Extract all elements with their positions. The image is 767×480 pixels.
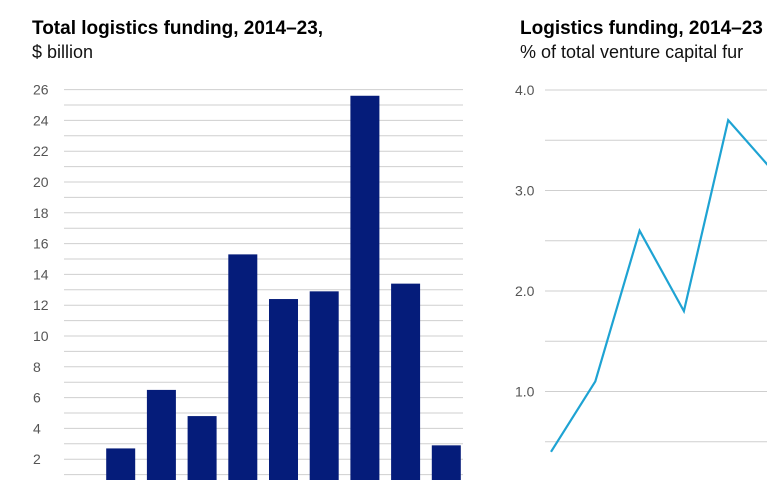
line-y-tick-label: 4.0 [515, 82, 535, 98]
bar-y-tick-label: 14 [33, 266, 49, 282]
bar-chart-title: Total logistics funding, 2014–23, [32, 18, 324, 39]
bar [269, 299, 298, 480]
bar [350, 95, 380, 480]
bar-y-tick-label: 18 [33, 205, 49, 221]
line-y-tick-label: 1.0 [515, 384, 535, 400]
line-chart-subtitle: % of total venture capital fur [520, 42, 744, 62]
bar-y-tick-label: 6 [33, 390, 41, 406]
bar-y-tick-label: 22 [33, 143, 49, 159]
line-y-tick-label: 2.0 [515, 283, 535, 299]
bar-y-tick-label: 4 [33, 420, 41, 436]
bar [391, 283, 421, 480]
line-series [550, 117, 767, 453]
bar-y-tick-label: 24 [33, 112, 49, 128]
line-y-tick-label: 3.0 [515, 183, 535, 199]
bar-y-tick-label: 2 [33, 451, 41, 467]
bar-y-tick-label: 16 [33, 236, 49, 252]
bar [309, 291, 339, 480]
bar-y-tick-label: 20 [33, 174, 49, 190]
bar [106, 448, 136, 480]
bar-y-tick-label: 12 [33, 297, 49, 313]
bar [431, 445, 461, 480]
bar-y-tick-label: 8 [33, 359, 41, 375]
bar [146, 389, 176, 480]
bar-chart-subtitle: $ billion [32, 42, 94, 62]
bar-y-tick-label: 26 [33, 82, 49, 98]
bar [187, 416, 217, 480]
bar-y-tick-label: 10 [33, 328, 49, 344]
line-chart-title: Logistics funding, 2014–23 [520, 18, 763, 39]
bar [228, 254, 258, 480]
